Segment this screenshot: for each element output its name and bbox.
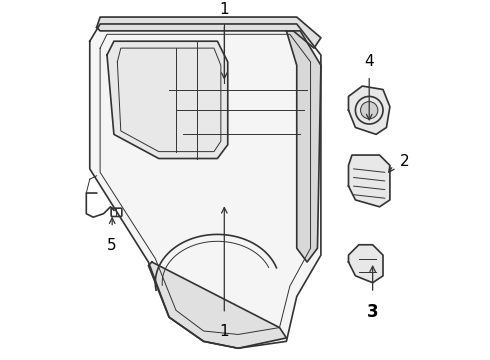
Polygon shape [90, 24, 321, 348]
Text: 4: 4 [365, 54, 374, 69]
Text: 3: 3 [367, 303, 378, 321]
Polygon shape [97, 17, 321, 48]
Text: 5: 5 [107, 238, 117, 253]
Polygon shape [148, 262, 286, 348]
Polygon shape [348, 86, 390, 134]
Text: 1: 1 [220, 2, 229, 17]
Polygon shape [348, 155, 390, 207]
Circle shape [361, 102, 378, 119]
Polygon shape [107, 41, 228, 158]
FancyBboxPatch shape [111, 208, 122, 216]
Text: 1: 1 [220, 324, 229, 339]
Polygon shape [348, 245, 383, 283]
Text: 2: 2 [400, 154, 410, 170]
Polygon shape [286, 31, 321, 262]
